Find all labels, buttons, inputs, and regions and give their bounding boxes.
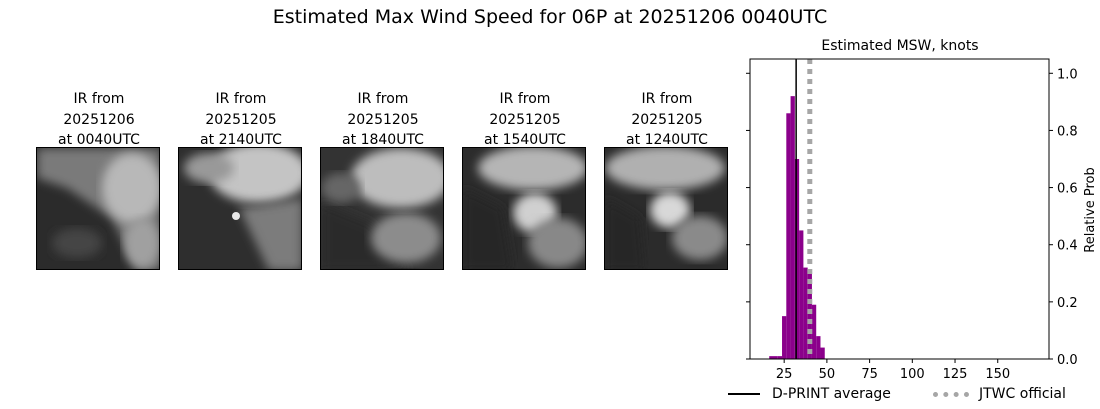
satellite-ir-image bbox=[36, 147, 160, 270]
figure-title: Estimated Max Wind Speed for 06P at 2025… bbox=[272, 6, 828, 28]
solid-line-swatch bbox=[728, 393, 760, 395]
legend-label: D-PRINT average bbox=[772, 386, 891, 402]
x-tick-label: 50 bbox=[819, 367, 836, 382]
histogram-bar bbox=[816, 336, 821, 359]
histogram-bar bbox=[777, 356, 783, 359]
panel-caption: IR from 20251205 at 1840UTC bbox=[342, 91, 424, 148]
chart-legend: D-PRINT average JTWC official bbox=[726, 386, 1086, 408]
histogram-bar bbox=[769, 356, 774, 359]
chart-title: Estimated MSW, knots bbox=[821, 38, 978, 54]
histogram-bar bbox=[807, 273, 812, 359]
y-axis-label: Relative Prob bbox=[1083, 167, 1098, 252]
panel-caption: IR from 20251205 at 1540UTC bbox=[484, 91, 566, 148]
histogram-bar bbox=[773, 356, 778, 359]
legend-item-dprint: D-PRINT average bbox=[728, 386, 891, 402]
legend-item-jtwc: JTWC official bbox=[933, 386, 1066, 402]
y-tick-label: 0.0 bbox=[1057, 353, 1078, 368]
histogram-bar bbox=[786, 113, 791, 360]
x-axis: 25 50 75 100 125 150 bbox=[776, 359, 1010, 382]
ir-panel-2: IR from 20251205 at 2140UTC bbox=[161, 89, 321, 270]
histogram-bar bbox=[799, 230, 804, 359]
histogram-bar bbox=[782, 316, 787, 359]
legend-label: JTWC official bbox=[979, 386, 1066, 402]
histogram-bar bbox=[794, 159, 800, 359]
panel-caption: IR from 20251205 at 1240UTC bbox=[626, 91, 708, 148]
y-tick-label: 0.8 bbox=[1057, 124, 1078, 139]
histogram-bar bbox=[790, 96, 795, 360]
histogram-bar bbox=[820, 347, 825, 359]
x-tick-label: 125 bbox=[943, 367, 968, 382]
y-tick-label: 0.6 bbox=[1057, 182, 1078, 197]
histogram-bar bbox=[811, 304, 817, 359]
ir-panel-5: IR from 20251205 at 1240UTC bbox=[587, 89, 747, 270]
satellite-ir-image bbox=[604, 147, 728, 270]
y-tick-label: 1.0 bbox=[1057, 67, 1078, 82]
y-tick-label: 0.2 bbox=[1057, 296, 1078, 311]
y-axis: 0.0 0.2 0.4 0.6 0.8 1.0 bbox=[746, 67, 1078, 368]
x-tick-label: 150 bbox=[985, 367, 1010, 382]
panel-caption: IR from 20251206 at 0040UTC bbox=[58, 91, 140, 148]
ir-panel-4: IR from 20251205 at 1540UTC bbox=[445, 89, 605, 270]
satellite-ir-image bbox=[462, 147, 586, 270]
reference-lines bbox=[795, 59, 813, 359]
histogram-bar bbox=[803, 267, 808, 359]
ir-panel-1: IR from 20251206 at 0040UTC bbox=[19, 89, 179, 270]
panel-caption: IR from 20251205 at 2140UTC bbox=[200, 91, 282, 148]
ir-panel-3: IR from 20251205 at 1840UTC bbox=[303, 89, 463, 270]
plot-frame bbox=[749, 58, 1050, 360]
satellite-ir-image bbox=[178, 147, 302, 270]
dotted-line-swatch bbox=[933, 391, 969, 397]
x-tick-label: 25 bbox=[776, 367, 793, 382]
x-tick-label: 100 bbox=[900, 367, 925, 382]
x-tick-label: 75 bbox=[861, 367, 878, 382]
satellite-ir-image bbox=[320, 147, 444, 270]
histogram-bars bbox=[769, 96, 825, 360]
y-tick-label: 0.4 bbox=[1057, 239, 1078, 254]
